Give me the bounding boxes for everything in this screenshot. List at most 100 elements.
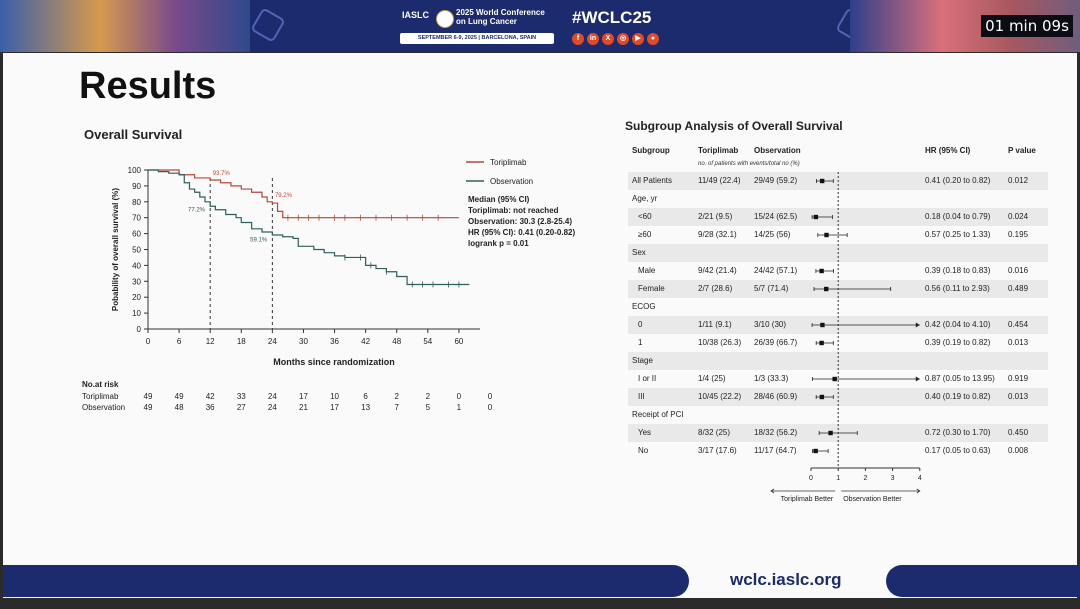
social-icons: f in X ◎ ▶ ●	[572, 33, 659, 45]
hr-point	[820, 322, 825, 328]
hr-point	[832, 376, 837, 382]
at-risk-cell: 48	[174, 403, 184, 412]
facebook-icon[interactable]: f	[572, 33, 584, 45]
iaslc-logo: IASLC	[402, 10, 429, 20]
subgroup-cell-hr: 0.57 (0.25 to 1.33)	[925, 230, 991, 239]
at-risk-row: Observation 49 48 36 27 24 21 17 13 7 5 1 0	[82, 403, 522, 414]
y-tick-label: 10	[132, 309, 141, 318]
globe-icon	[436, 10, 454, 28]
km-legend: Toriplimab Observation	[466, 158, 533, 186]
subgroup-cell-hr: 0.39 (0.19 to 0.82)	[925, 338, 991, 347]
x-tick-label: 30	[299, 337, 308, 346]
y-tick-label: 70	[132, 214, 141, 223]
subgroup-cell-hr: 0.41 (0.20 to 0.82)	[925, 176, 991, 185]
subgroup-header-row: Age, yr	[628, 190, 1048, 208]
at-risk-cell: 21	[299, 403, 308, 412]
x-tick-label: 36	[330, 337, 339, 346]
at-risk-cell: 6	[363, 392, 368, 401]
banner-photo-left	[0, 0, 250, 52]
subgroup-cell-hr: 0.40 (0.19 to 0.82)	[925, 392, 991, 401]
landmark-annotation: 79.2%	[275, 193, 293, 199]
col-header-hr: HR (95% CI)	[925, 146, 971, 155]
at-risk-cell: 1	[456, 403, 462, 412]
subgroup-cell-hr: 0.18 (0.04 to 0.79)	[925, 212, 991, 221]
y-tick-label: 50	[132, 246, 141, 255]
x-tick-label: 12	[206, 337, 215, 346]
at-risk-cell: 2	[425, 392, 431, 401]
subgroup-cell-p: 0.013	[1008, 392, 1029, 401]
at-risk-cell: 0	[487, 392, 493, 401]
hr-point	[819, 178, 825, 184]
subgroup-row: ≥60 9/28 (32.1) 14/25 (56) 0.57 (0.25 to 1.…	[628, 226, 1048, 244]
instagram-icon[interactable]: ◎	[617, 33, 629, 45]
legend-label-observation: Observation	[490, 177, 533, 186]
subgroup-cell-label: 0	[638, 320, 643, 329]
conference-logo: IASLC 2025 World Conference on Lung Canc…	[398, 7, 556, 45]
hr-point	[819, 394, 825, 400]
at-risk-label: Toriplimab	[82, 392, 119, 401]
subgroup-cell-tori: 9/42 (21.4)	[698, 266, 737, 275]
at-risk-label: Observation	[82, 403, 126, 412]
km-stats: Median (95% CI) Toriplimab: not reached …	[468, 194, 575, 249]
subgroup-cell-label: III	[638, 392, 645, 401]
at-risk-cell: 7	[394, 403, 399, 412]
x-tick-label: 54	[423, 337, 432, 346]
at-risk-cell: 42	[205, 392, 215, 401]
subgroup-cell-p: 0.450	[1008, 428, 1029, 437]
subgroup-cell-obs: 15/24 (62.5)	[754, 212, 798, 221]
at-risk-cell: 5	[425, 403, 431, 412]
y-tick-label: 60	[132, 230, 141, 239]
hr-point	[824, 232, 829, 238]
subgroup-row: No 3/17 (17.6) 11/17 (64.7) 0.17 (0.05 to 0…	[628, 442, 1048, 460]
hr-point	[819, 268, 824, 274]
subgroup-cell-p: 0.012	[1008, 176, 1029, 185]
subgroup-cell-obs: 29/49 (59.2)	[754, 176, 798, 185]
forest-x-tick-label: 3	[891, 475, 895, 482]
session-timer: 01 min 09s	[981, 15, 1073, 37]
subgroup-cell-obs: 5/7 (71.4)	[754, 284, 789, 293]
linkedin-icon[interactable]: in	[587, 33, 599, 45]
subgroup-cell-label: Age, yr	[632, 194, 658, 203]
subgroup-cell-hr: 0.56 (0.11 to 2.93)	[925, 284, 990, 293]
x-axis-label: Months since randomization	[273, 357, 395, 367]
subgroup-cell-label: ≥60	[638, 230, 652, 239]
subgroup-cell-label: 1	[638, 338, 643, 347]
x-icon[interactable]: X	[602, 33, 614, 45]
forest-x-tick-label: 0	[809, 475, 813, 482]
subgroup-cell-tori: 10/45 (22.2)	[698, 392, 742, 401]
conference-banner: IASLC 2025 World Conference on Lung Canc…	[0, 0, 1080, 52]
wechat-icon[interactable]: ●	[647, 33, 659, 45]
favors-observation: Observation Better	[843, 496, 902, 502]
subgroup-cell-p: 0.008	[1008, 446, 1029, 455]
median-header: Median (95% CI)	[468, 195, 530, 204]
y-tick-label: 90	[132, 182, 141, 191]
footer-url[interactable]: wclc.iaslc.org	[730, 570, 842, 589]
at-risk-cell: 0	[487, 403, 493, 412]
at-risk-cell: 17	[299, 392, 308, 401]
at-risk-row: Toriplimab 49 49 42 33 24 17 10 6 2 2 0 0	[82, 392, 522, 403]
hashtag: #WCLC25	[572, 8, 652, 27]
km-curve-observation	[148, 169, 470, 286]
forest-plot: 0 1 2 3 4 Toriplimab Better Observation Better	[770, 172, 922, 502]
subgroup-cell-label: Stage	[632, 356, 653, 365]
hr-point	[813, 214, 819, 220]
at-risk-table: No.at risk Toriplimab 49 49 42 33 24 17 10 6 2 2 0…	[82, 380, 522, 420]
ci-arrow	[915, 376, 920, 382]
hr-point	[828, 430, 833, 436]
subgroup-cell-p: 0.919	[1008, 374, 1029, 383]
footer-bar	[3, 565, 689, 597]
at-risk-cell: 49	[143, 403, 153, 412]
col-header-toripalimab: Toriplimab	[698, 146, 739, 155]
km-title: Overall Survival	[84, 127, 183, 142]
x-tick-label: 42	[361, 337, 370, 346]
youtube-icon[interactable]: ▶	[632, 33, 644, 45]
hr-point	[813, 448, 818, 454]
arrow-left	[770, 488, 836, 494]
subgroup-cell-obs: 14/25 (56)	[754, 230, 791, 239]
subgroup-cell-p: 0.013	[1008, 338, 1029, 347]
forest-x-tick-label: 4	[918, 475, 922, 482]
subgroup-cell-label: All Patients	[632, 176, 673, 185]
at-risk-cell: 13	[361, 403, 371, 412]
hr-point	[824, 286, 829, 292]
conference-dates: SEPTEMBER 6-9, 2025 | BARCELONA, SPAIN	[400, 33, 554, 44]
